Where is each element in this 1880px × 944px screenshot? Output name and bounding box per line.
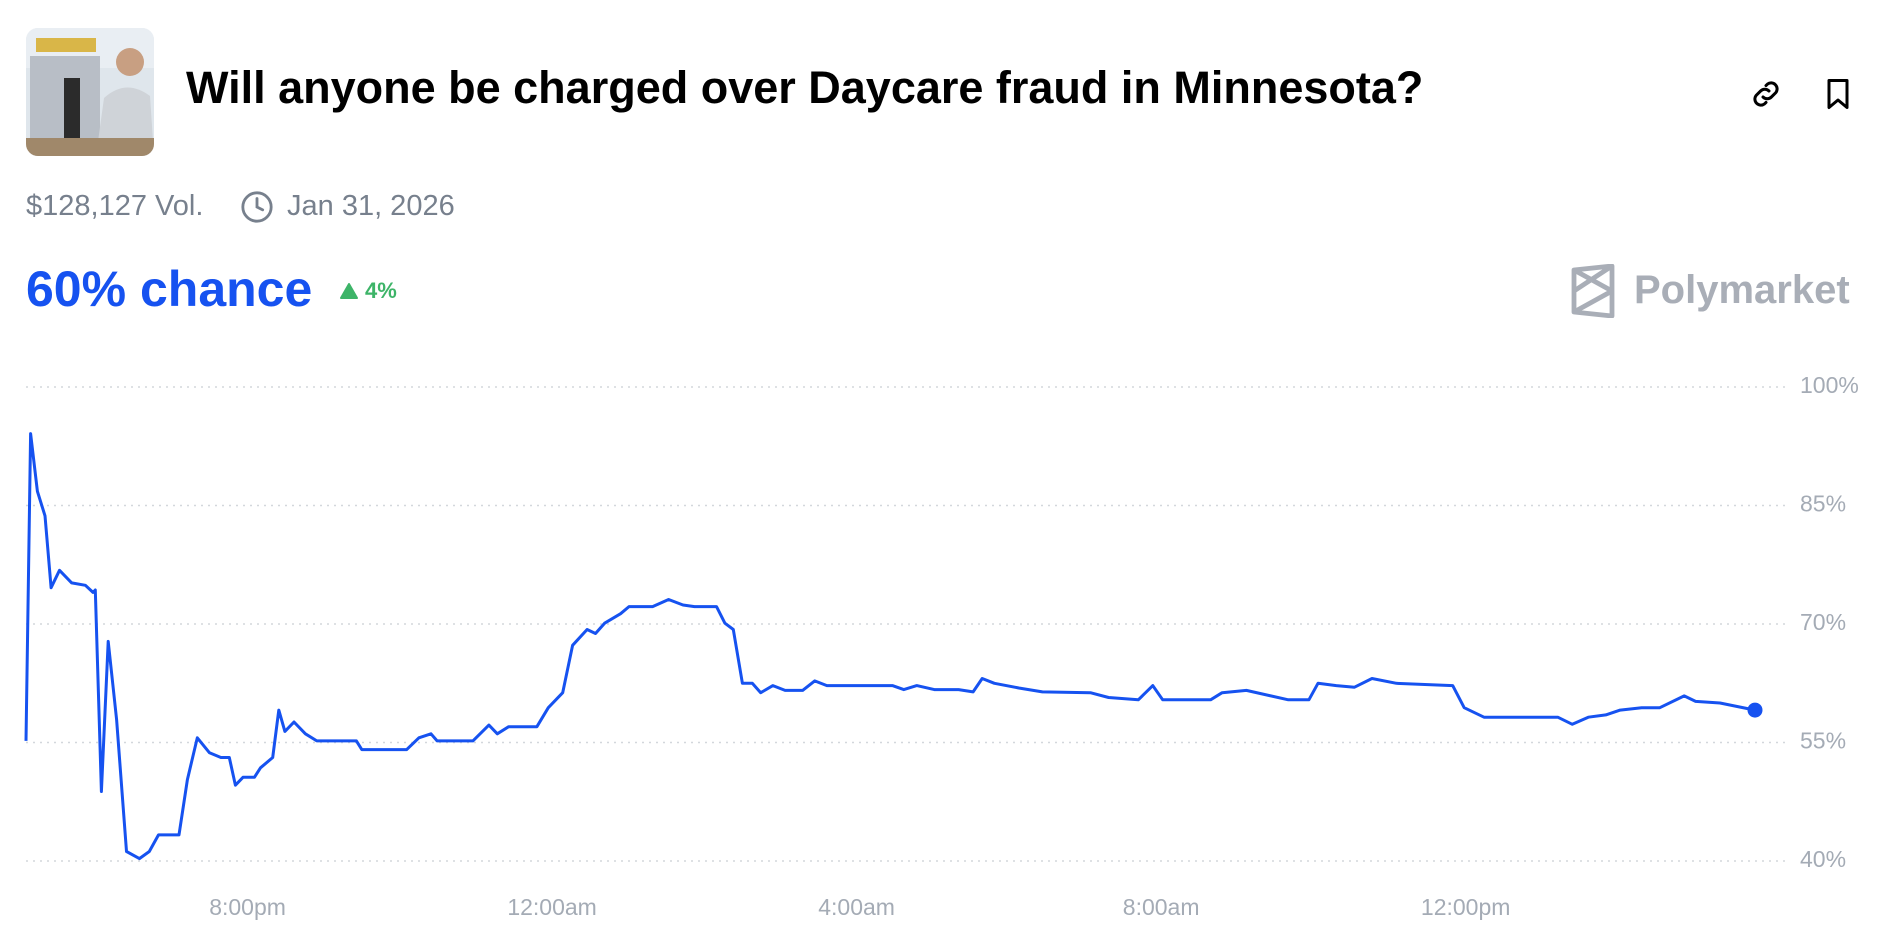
x-tick-label: 4:00am — [818, 894, 895, 920]
x-tick-label: 12:00am — [507, 894, 597, 920]
clock-icon — [241, 191, 273, 223]
price-line — [24, 432, 1756, 861]
copy-link-button[interactable] — [1748, 76, 1784, 112]
y-tick-label: 55% — [1800, 728, 1846, 754]
market-title: Will anyone be charged over Daycare frau… — [186, 62, 1424, 113]
volume: $128,127 Vol. — [26, 190, 204, 222]
chance-change: 4% — [365, 278, 397, 303]
up-arrow-icon — [340, 283, 358, 299]
y-tick-label: 85% — [1800, 491, 1846, 517]
y-tick-label: 100% — [1800, 372, 1859, 398]
brand-logo — [1571, 264, 1615, 318]
x-tick-label: 8:00pm — [209, 894, 286, 920]
current-point — [1747, 702, 1763, 718]
market-thumbnail — [26, 28, 154, 156]
x-tick-label: 8:00am — [1123, 894, 1200, 920]
y-tick-label: 70% — [1800, 609, 1846, 635]
x-tick-label: 12:00pm — [1421, 894, 1511, 920]
y-tick-label: 40% — [1800, 846, 1846, 872]
end-date: Jan 31, 2026 — [287, 190, 455, 222]
chance-label: 60% chance — [26, 261, 313, 317]
brand-name: Polymarket — [1634, 268, 1850, 312]
bookmark-button[interactable] — [1820, 76, 1856, 112]
